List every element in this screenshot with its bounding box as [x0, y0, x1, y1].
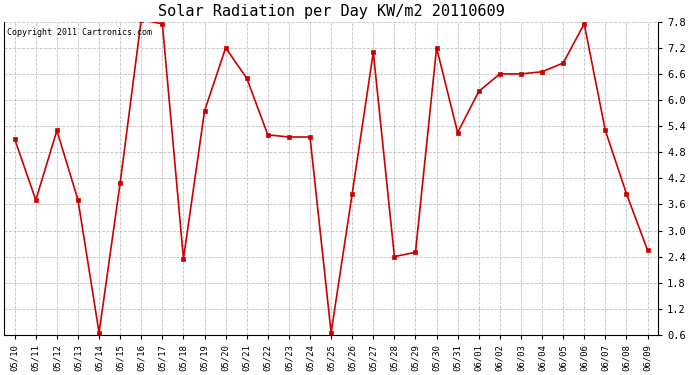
Title: Solar Radiation per Day KW/m2 20110609: Solar Radiation per Day KW/m2 20110609: [158, 4, 504, 19]
Text: Copyright 2011 Cartronics.com: Copyright 2011 Cartronics.com: [8, 28, 152, 37]
